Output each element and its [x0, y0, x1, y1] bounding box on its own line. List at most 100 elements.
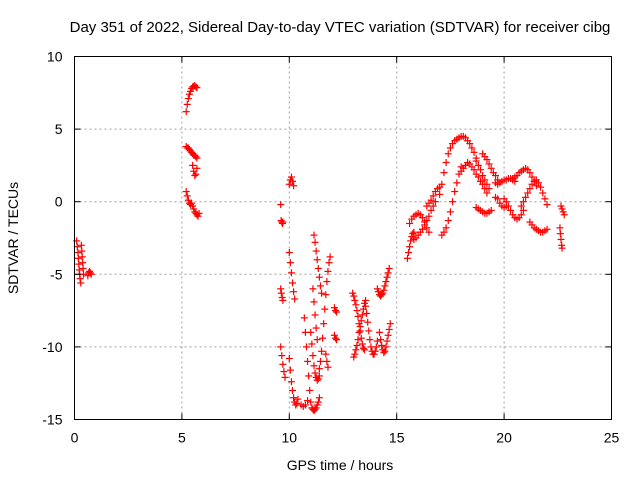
- data-point: [446, 144, 454, 152]
- data-point: [311, 238, 319, 246]
- data-point: [541, 195, 549, 203]
- data-point: [483, 189, 491, 197]
- data-point: [483, 180, 491, 188]
- data-point: [537, 183, 545, 191]
- data-point: [438, 180, 446, 188]
- data-point: [358, 340, 366, 348]
- data-point: [279, 296, 287, 304]
- data-point: [519, 206, 527, 214]
- data-point: [325, 259, 333, 267]
- data-point: [504, 202, 512, 210]
- data-point: [278, 352, 286, 360]
- data-point: [350, 292, 358, 300]
- data-point: [425, 228, 433, 236]
- data-point: [279, 360, 287, 368]
- data-point: [280, 368, 288, 376]
- data-point: [306, 386, 314, 394]
- data-point: [485, 160, 493, 168]
- data-point: [487, 164, 495, 172]
- data-point: [376, 328, 384, 336]
- data-point: [314, 398, 322, 406]
- data-point: [366, 336, 374, 344]
- data-point: [183, 100, 191, 108]
- data-point: [318, 289, 326, 297]
- data-point: [483, 156, 491, 164]
- data-point: [386, 320, 394, 328]
- y-tick-label: -10: [42, 339, 62, 355]
- data-point: [357, 317, 365, 325]
- data-point: [378, 291, 386, 299]
- data-point: [318, 347, 326, 355]
- data-point: [291, 295, 299, 303]
- data-point: [377, 336, 385, 344]
- data-point: [444, 217, 452, 225]
- data-point: [373, 337, 381, 345]
- data-point: [352, 346, 360, 354]
- data-point: [429, 202, 437, 210]
- data-point: [333, 336, 341, 344]
- data-point: [311, 405, 319, 413]
- x-tick-label: 20: [496, 430, 512, 446]
- data-point: [193, 84, 201, 92]
- plot-frame: [74, 56, 612, 420]
- data-point: [285, 249, 293, 257]
- y-tick-label: 10: [47, 49, 63, 65]
- data-point: [556, 230, 564, 238]
- data-point: [293, 400, 301, 408]
- data-point: [286, 259, 294, 267]
- x-tick-label: 15: [389, 430, 405, 446]
- data-point: [309, 285, 317, 293]
- data-point: [183, 192, 191, 200]
- data-point: [543, 225, 551, 233]
- data-point: [502, 198, 510, 206]
- data-point: [406, 219, 414, 227]
- data-point: [300, 314, 308, 322]
- data-point: [302, 343, 310, 351]
- data-point: [313, 256, 321, 264]
- data-point: [384, 331, 392, 339]
- data-point: [410, 228, 418, 236]
- data-point: [429, 192, 437, 200]
- data-point: [444, 150, 452, 158]
- data-point: [405, 249, 413, 257]
- data-point: [353, 307, 361, 315]
- data-point: [320, 320, 328, 328]
- data-point: [557, 235, 565, 243]
- data-point: [86, 269, 94, 277]
- data-point: [193, 164, 201, 172]
- data-point: [287, 378, 295, 386]
- data-point: [360, 346, 368, 354]
- y-tick-label: -15: [42, 412, 62, 428]
- data-point: [324, 363, 332, 371]
- data-point: [358, 311, 366, 319]
- data-point: [311, 369, 319, 377]
- data-point: [313, 376, 321, 384]
- data-point: [436, 190, 444, 198]
- data-point: [193, 154, 201, 162]
- data-point: [453, 179, 461, 187]
- data-point: [470, 166, 478, 174]
- data-point: [382, 278, 390, 286]
- data-point: [409, 230, 417, 238]
- data-point: [507, 206, 515, 214]
- data-point: [351, 350, 359, 358]
- data-point: [287, 269, 295, 277]
- data-point: [365, 327, 373, 335]
- data-point: [289, 386, 297, 394]
- data-point: [442, 224, 450, 232]
- data-point: [421, 221, 429, 229]
- data-point: [322, 291, 330, 299]
- data-point: [449, 198, 457, 206]
- data-point: [333, 308, 341, 316]
- data-point: [381, 347, 389, 355]
- x-tick-label: 0: [71, 430, 79, 446]
- data-point: [323, 278, 331, 286]
- data-point: [294, 395, 302, 403]
- data-point: [353, 341, 361, 349]
- data-point: [451, 188, 459, 196]
- data-point: [472, 157, 480, 165]
- data-point: [357, 334, 365, 342]
- data-point: [372, 343, 380, 351]
- data-point: [371, 347, 379, 355]
